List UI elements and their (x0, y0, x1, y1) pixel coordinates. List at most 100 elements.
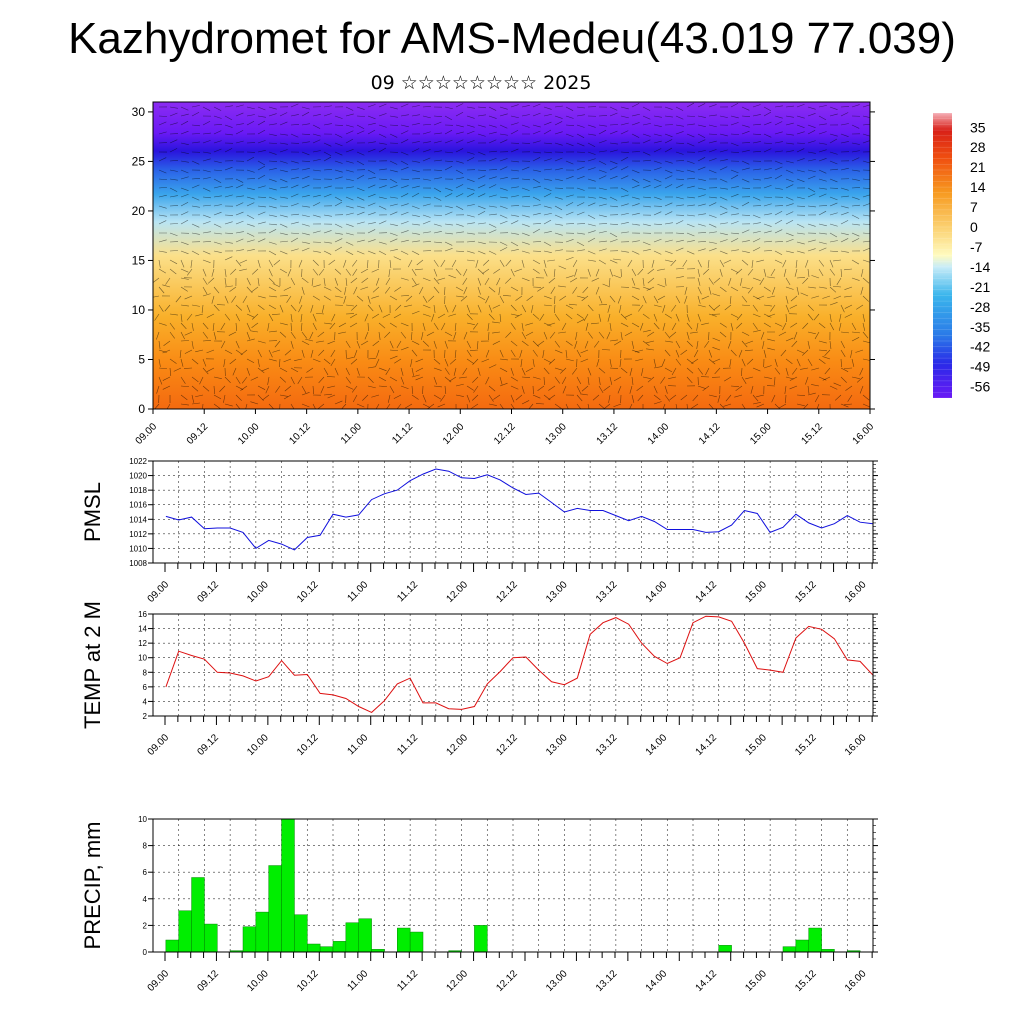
wind-barb (595, 268, 600, 277)
wind-barb (840, 141, 849, 144)
wind-barb (844, 403, 853, 406)
wind-barb (158, 169, 167, 174)
wind-barb (213, 140, 222, 144)
wind-barb (180, 169, 189, 174)
wind-barb (554, 196, 563, 200)
x-tick-label: 10.12 (295, 732, 321, 758)
x-tick-label: 11.00 (339, 421, 364, 446)
wind-barb (367, 322, 369, 332)
wind-barb (224, 232, 233, 235)
precip-bar (718, 945, 732, 953)
wind-barb (318, 268, 325, 276)
wind-barb (385, 367, 391, 375)
wind-barb (818, 205, 828, 207)
wind-barb (741, 376, 747, 384)
wind-barb (598, 203, 607, 207)
wind-barb (283, 394, 292, 400)
wind-barb (422, 131, 431, 135)
wind-barb (180, 286, 188, 292)
x-tick-label: 12.12 (492, 421, 518, 447)
wind-barb (532, 394, 541, 399)
wind-barb (561, 322, 567, 331)
wind-barb (653, 115, 662, 118)
wind-barb (565, 304, 574, 310)
wind-barb (521, 277, 530, 282)
wind-barb (741, 115, 750, 117)
precip-bar (319, 946, 334, 953)
wind-barb (619, 304, 622, 313)
wind-barb (257, 259, 261, 268)
wind-barb (169, 169, 178, 172)
wind-barb (532, 124, 541, 128)
wind-barb (213, 130, 222, 135)
wind-barb (213, 106, 222, 111)
wind-barb (675, 160, 684, 162)
wind-barb (811, 384, 820, 387)
wind-barb (767, 295, 776, 299)
wind-barb (433, 223, 442, 227)
wind-barb (301, 331, 308, 339)
wind-barb (180, 142, 189, 146)
x-tick-label: 14.12 (697, 421, 723, 447)
wind-barb (183, 367, 193, 369)
wind-barb (389, 376, 398, 382)
colorbar-label: -42 (970, 339, 990, 355)
wind-barb (707, 259, 710, 268)
wind-barb (719, 133, 728, 137)
wind-barb (375, 358, 380, 367)
wind-barb (510, 286, 519, 292)
wind-barb (807, 304, 814, 311)
wind-barb (609, 124, 619, 126)
wind-barb (499, 205, 508, 209)
wind-barb (747, 286, 754, 294)
wind-barb (224, 186, 233, 189)
wind-barb (730, 193, 739, 198)
wind-barb (224, 256, 233, 261)
wind-barb (844, 304, 853, 309)
wind-barb (476, 340, 479, 349)
wind-barb (697, 295, 701, 304)
wind-barb (455, 139, 464, 144)
wind-barb (558, 285, 567, 288)
wind-barb (466, 115, 475, 119)
wind-barb (422, 115, 431, 119)
wind-barb (453, 331, 457, 340)
wind-barb (576, 202, 585, 207)
wind-barb (682, 259, 688, 267)
wind-barb (547, 322, 556, 326)
wind-barb (686, 331, 690, 340)
x-tick-label: 11.00 (345, 732, 370, 757)
wind-barb (576, 176, 585, 180)
wind-barb (367, 222, 376, 225)
wind-barb (851, 322, 857, 331)
wind-barb (246, 214, 255, 220)
wind-barb (543, 358, 552, 363)
wind-barb (301, 214, 310, 218)
wind-barb (352, 259, 358, 267)
wind-barb (647, 331, 655, 337)
y-tick-label: 16 (138, 610, 147, 619)
wind-barb (477, 367, 481, 376)
wind-barb (510, 367, 514, 376)
wind-barb (747, 268, 754, 276)
wind-barb (275, 385, 281, 393)
wind-barb (609, 239, 618, 243)
wind-barb (675, 204, 684, 207)
wind-barb (246, 286, 253, 294)
wind-barb (246, 322, 251, 331)
wind-barb (730, 349, 737, 357)
wind-barb (840, 340, 845, 349)
wind-barb (323, 358, 331, 365)
precip-bar (204, 923, 218, 953)
wind-barb (818, 322, 826, 329)
wind-barb (477, 286, 481, 295)
wind-barb (785, 304, 790, 313)
wind-barb (202, 293, 211, 297)
wind-barb (675, 276, 684, 279)
wind-barb (273, 259, 281, 266)
wind-barb (169, 139, 178, 144)
wind-barb (290, 237, 299, 243)
wind-barb (862, 160, 870, 164)
wind-barb (840, 250, 849, 253)
wind-barb (279, 121, 288, 126)
